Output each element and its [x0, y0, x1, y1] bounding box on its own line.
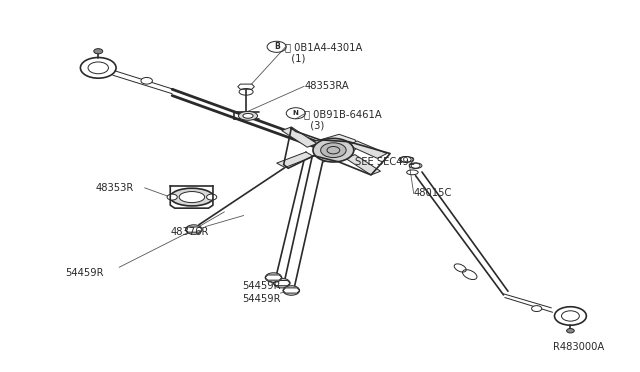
Circle shape	[186, 225, 202, 234]
Text: SEE SEC492: SEE SEC492	[355, 157, 415, 167]
Ellipse shape	[170, 188, 214, 206]
Circle shape	[273, 278, 290, 288]
Polygon shape	[283, 288, 300, 293]
Circle shape	[265, 273, 282, 282]
Text: Ⓑ 0B1A4-4301A: Ⓑ 0B1A4-4301A	[285, 42, 362, 52]
Text: 48376R: 48376R	[170, 227, 209, 237]
Polygon shape	[186, 227, 202, 232]
Polygon shape	[276, 152, 314, 167]
Text: (3): (3)	[304, 120, 324, 130]
Polygon shape	[282, 127, 317, 147]
Polygon shape	[314, 134, 358, 162]
Circle shape	[207, 194, 217, 200]
Ellipse shape	[239, 112, 257, 120]
Text: N: N	[293, 110, 299, 116]
Polygon shape	[273, 280, 290, 286]
Text: R483000A: R483000A	[552, 341, 604, 352]
Circle shape	[141, 77, 152, 84]
Ellipse shape	[179, 192, 205, 203]
Circle shape	[283, 286, 300, 295]
Polygon shape	[346, 155, 381, 175]
Text: 54459R: 54459R	[243, 294, 281, 304]
Ellipse shape	[243, 113, 253, 118]
Text: 48353R: 48353R	[96, 183, 134, 193]
Text: 54459R: 54459R	[243, 282, 281, 291]
Text: 48015C: 48015C	[413, 188, 452, 198]
Polygon shape	[238, 84, 254, 89]
Circle shape	[313, 138, 354, 162]
Text: 54459R: 54459R	[65, 268, 104, 278]
Text: 48353RA: 48353RA	[304, 81, 349, 91]
Circle shape	[94, 49, 102, 54]
Circle shape	[167, 194, 177, 200]
Text: B: B	[274, 42, 280, 51]
Circle shape	[321, 143, 346, 158]
Circle shape	[566, 328, 574, 333]
Text: Ⓝ 0B91B-6461A: Ⓝ 0B91B-6461A	[304, 109, 382, 119]
Text: (1): (1)	[285, 54, 305, 64]
Circle shape	[532, 306, 541, 311]
Polygon shape	[349, 141, 387, 158]
Polygon shape	[265, 275, 282, 280]
